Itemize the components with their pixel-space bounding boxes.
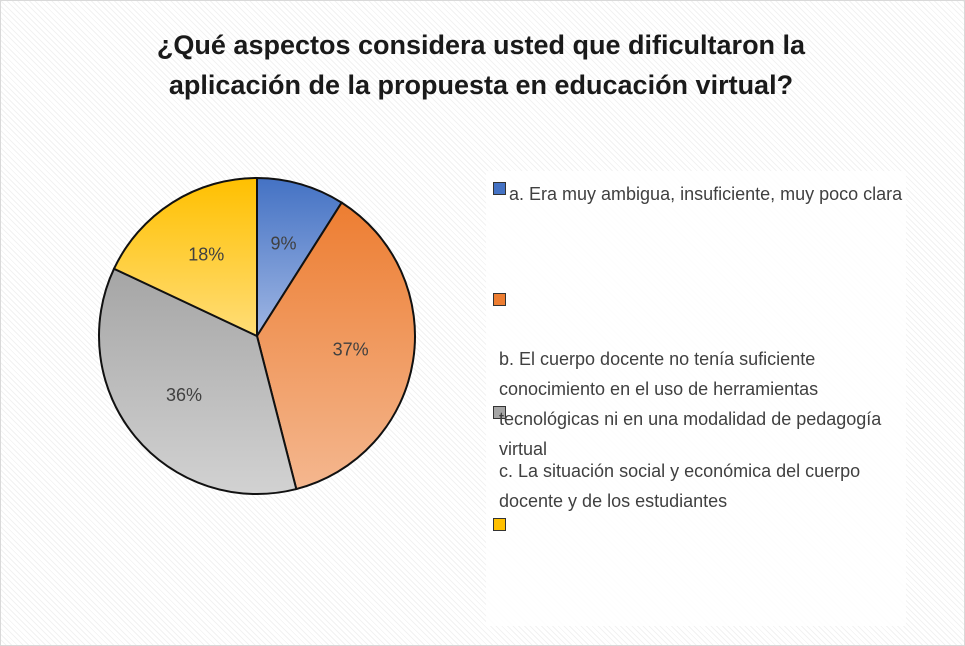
legend-marker: [493, 518, 506, 531]
legend-marker: [493, 182, 506, 195]
legend-label: c. La situación social y económica del c…: [499, 461, 861, 511]
pie-slice: [112, 176, 258, 338]
data-label: 37%: [333, 340, 369, 360]
data-label: 9%: [270, 234, 296, 254]
data-label: 36%: [166, 385, 202, 405]
legend-marker: [493, 293, 506, 306]
legend-marker: [493, 406, 506, 419]
data-label: 18%: [188, 245, 224, 265]
chart-title: ¿Qué aspectos considera usted que dificu…: [156, 30, 806, 100]
legend-label: a. Era muy ambigua, insuficiente, muy po…: [509, 184, 903, 204]
legend-label: b. El cuerpo docente no tenía suficiente…: [499, 349, 882, 459]
legend: [486, 171, 906, 626]
pie-slice: [256, 176, 344, 340]
pie-slice: [98, 267, 298, 495]
pie-slice: [255, 201, 416, 491]
